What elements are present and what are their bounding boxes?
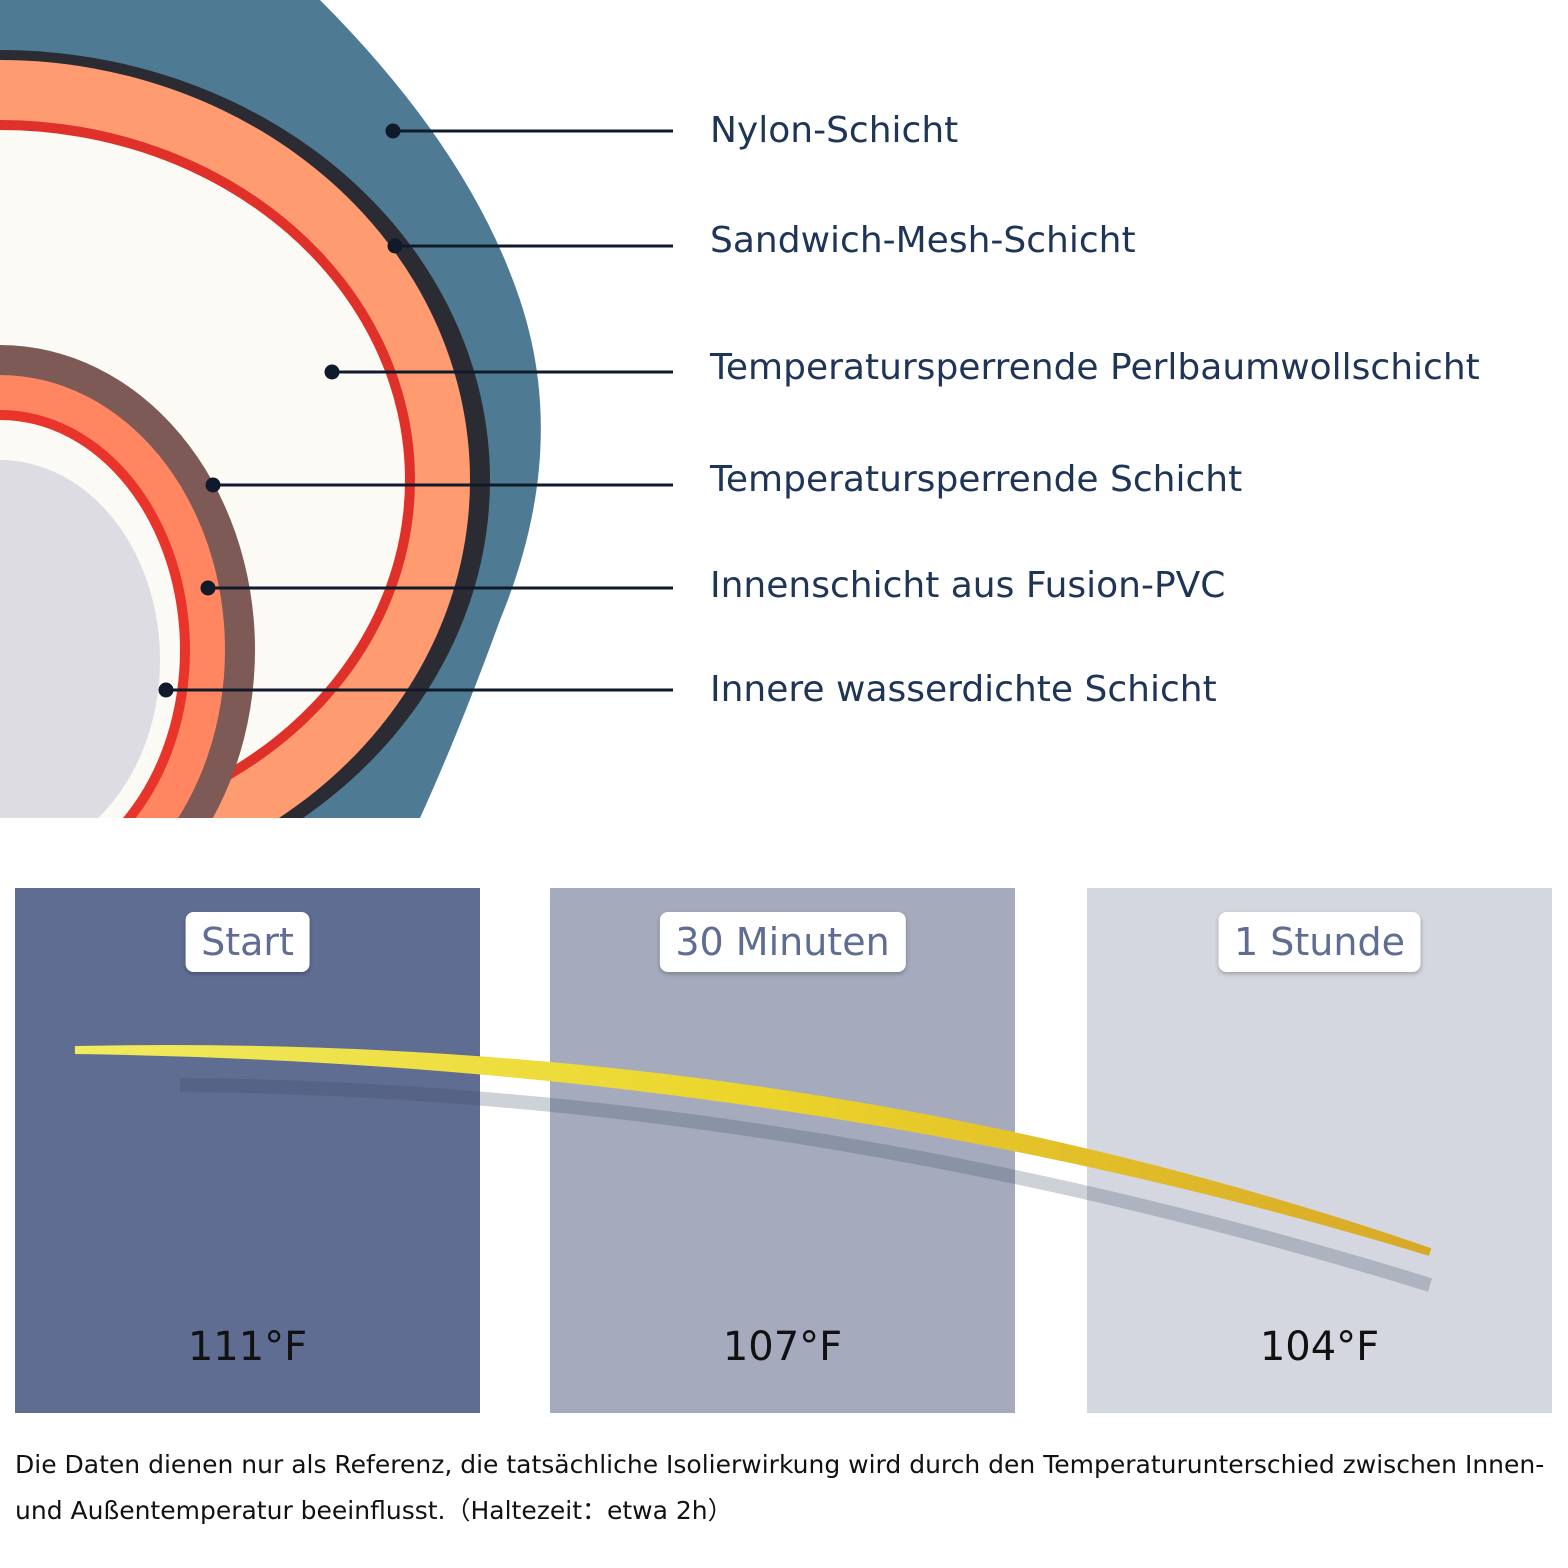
layer-label: Temperatursperrende Schicht [710, 459, 1243, 500]
panel: 1 Stunde 104°F [1087, 888, 1552, 1413]
panel-label: 1 Stunde [1218, 912, 1421, 972]
layer-label: Nylon-Schicht [710, 110, 959, 151]
panel-temperature: 107°F [722, 1324, 843, 1370]
leaders [158, 123, 673, 698]
panel-temperature: 104°F [1259, 1324, 1380, 1370]
panel-label: 30 Minuten [659, 912, 906, 972]
layer-label: Innenschicht aus Fusion-PVC [710, 565, 1226, 606]
layer-label: Temperatursperrende Perlbaumwollschicht [710, 347, 1480, 388]
panel: Start 111°F [15, 888, 480, 1413]
layer-label: Innere wasserdichte Schicht [710, 669, 1217, 710]
footnote: Die Daten dienen nur als Referenz, die t… [15, 1450, 1545, 1525]
panel: 30 Minuten 107°F [550, 888, 1015, 1413]
layer-label: Sandwich-Mesh-Schicht [710, 220, 1136, 261]
panel-temperature: 111°F [187, 1324, 308, 1370]
panel-label: Start [185, 912, 310, 972]
